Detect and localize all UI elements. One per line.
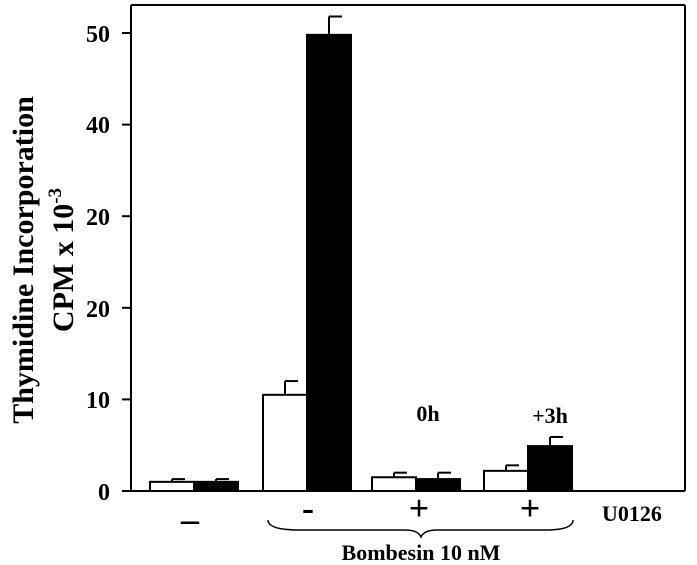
condition-label: - (302, 488, 314, 528)
plot-frame (130, 4, 686, 492)
condition-name: U0126 (602, 501, 662, 526)
bar-open (262, 393, 308, 493)
bar-filled (193, 480, 239, 492)
y-ticks: 0 10 20 20 40 50 (86, 22, 110, 506)
y-tick-label: 50 (86, 22, 110, 48)
y-axis-label: Thymidine Incorporation (7, 96, 40, 424)
y-tick-label: 20 (86, 205, 110, 231)
y-axis-label-units: CPM x 10-3 (45, 188, 80, 332)
y-tick-label: 10 (86, 388, 110, 414)
bar-filled (527, 445, 573, 492)
y-tick-label: 20 (86, 297, 110, 323)
y-tick-marks (122, 32, 131, 492)
group-brace (267, 519, 574, 539)
bar-open (149, 480, 195, 492)
bar-filled (306, 33, 352, 492)
y-tick-label: 0 (98, 480, 110, 506)
annotation-plus-3h: +3h (532, 403, 568, 428)
condition-label: + (409, 488, 430, 528)
y-tick-label: 40 (86, 113, 110, 139)
condition-label: + (520, 488, 541, 528)
annotation-0h: 0h (416, 401, 439, 426)
condition-label: – (180, 499, 200, 539)
group-label: Bombesin 10 nM (342, 540, 501, 565)
bars (149, 15, 573, 493)
